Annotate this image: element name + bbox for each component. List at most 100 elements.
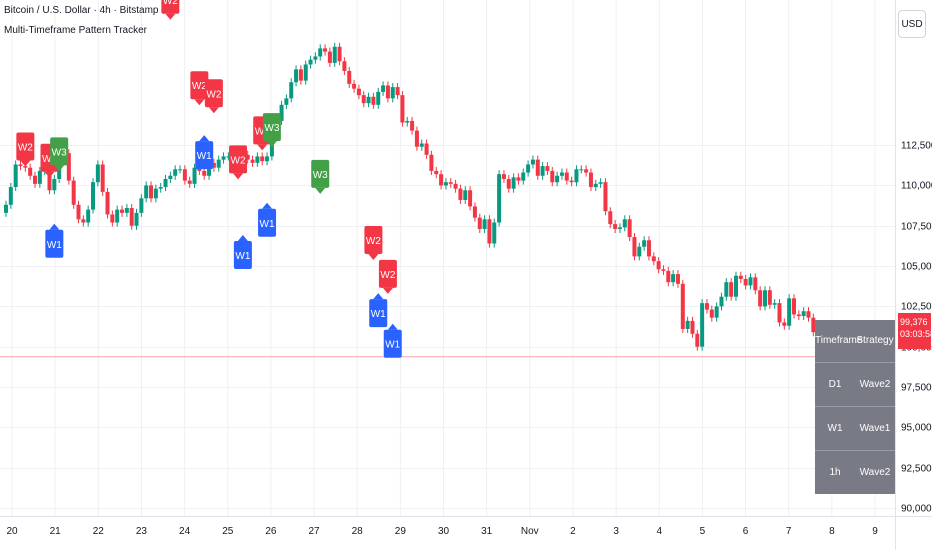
chart-title: Bitcoin / U.S. Dollar · 4h · Bitstamp (4, 5, 159, 16)
x-tick-label: 9 (872, 526, 878, 537)
candle (448, 182, 453, 184)
candle (163, 178, 168, 188)
candle (429, 154, 434, 171)
wave-marker-w1: W1 (383, 323, 402, 358)
table-header-timeframe: Timeframe (815, 335, 863, 346)
candle (376, 91, 381, 105)
marker-box (258, 208, 277, 237)
marker-pointer (315, 187, 326, 194)
wave-marker-w3: W3 (311, 159, 330, 194)
candle (584, 169, 589, 173)
candle (356, 88, 361, 96)
candle (173, 169, 178, 176)
indicator-name: Multi-Timeframe Pattern Tracker (4, 25, 147, 36)
marker-pointer (20, 160, 31, 167)
candle (337, 46, 342, 62)
marker-label: W1 (260, 219, 275, 230)
table-cell-strategy: Wave1 (859, 423, 891, 434)
candle (250, 159, 255, 163)
marker-box (383, 329, 402, 358)
marker-label: W3 (264, 123, 279, 134)
currency-button[interactable]: USD (898, 10, 926, 38)
candle (787, 298, 792, 326)
y-tick-label: 107,500 (901, 222, 932, 233)
marker-pointer (44, 171, 55, 178)
candle (511, 177, 516, 189)
strategy-table: Timeframe Strategy D1 Wave2 W1 Wave1 1h … (815, 320, 895, 494)
candle (139, 198, 144, 213)
candle (279, 104, 284, 121)
candle (284, 98, 289, 105)
candle (637, 246, 642, 257)
candle (550, 170, 555, 183)
marker-box (161, 0, 180, 14)
marker-label: W2 (163, 0, 178, 7)
x-tick-label: 8 (829, 526, 835, 537)
candle (381, 85, 386, 92)
candle (400, 95, 405, 123)
candle (366, 96, 371, 104)
candle (642, 240, 647, 247)
marker-pointer (266, 141, 277, 148)
candle (651, 256, 656, 262)
marker-pointer (165, 13, 176, 20)
candle (709, 309, 714, 318)
candle (124, 208, 129, 213)
candle (361, 95, 366, 104)
marker-pointer (262, 202, 273, 209)
candle (588, 172, 593, 188)
candle (395, 87, 400, 96)
candle (323, 48, 328, 52)
y-tick-label: 112,500 (901, 141, 932, 152)
candle (23, 166, 28, 168)
candle (675, 274, 680, 284)
candle (424, 143, 429, 155)
candle (598, 182, 603, 184)
candle (18, 164, 23, 167)
marker-label: W2 (42, 154, 57, 165)
marker-pointer (233, 173, 244, 180)
marker-box (204, 79, 223, 108)
candle (530, 159, 535, 165)
candle (91, 182, 96, 210)
candle (443, 182, 448, 186)
candle (463, 190, 468, 200)
candle (791, 298, 796, 315)
marker-label: W2 (231, 155, 246, 166)
candle (308, 59, 313, 65)
candle (255, 156, 260, 163)
x-tick-label: 26 (265, 526, 277, 537)
table-divider (815, 362, 895, 363)
wave-marker-w1: W1 (258, 202, 277, 237)
x-tick-label: 21 (50, 526, 62, 537)
candle (327, 51, 332, 63)
marker-box (369, 299, 388, 328)
marker-box (311, 159, 330, 188)
y-tick-label: 90,000 (901, 504, 932, 515)
candle (192, 167, 197, 184)
candle (704, 303, 709, 310)
candle (497, 174, 502, 223)
x-tick-label: 3 (613, 526, 619, 537)
wave-marker-w3: W3 (262, 113, 281, 148)
candle (158, 187, 163, 189)
candle (318, 48, 323, 57)
marker-label: W1 (197, 151, 212, 162)
candle (593, 183, 598, 188)
candle (603, 182, 608, 212)
candle (535, 159, 540, 176)
candle (187, 180, 192, 184)
marker-pointer (49, 223, 60, 230)
candle (211, 162, 216, 168)
y-tick-label: 95,000 (901, 423, 932, 434)
candle (342, 61, 347, 71)
candle (202, 170, 207, 176)
candle (782, 322, 787, 326)
candle (758, 290, 763, 307)
candle (700, 303, 705, 347)
candle (690, 320, 695, 334)
wave-marker-w1: W1 (195, 135, 214, 170)
candle (110, 214, 115, 223)
